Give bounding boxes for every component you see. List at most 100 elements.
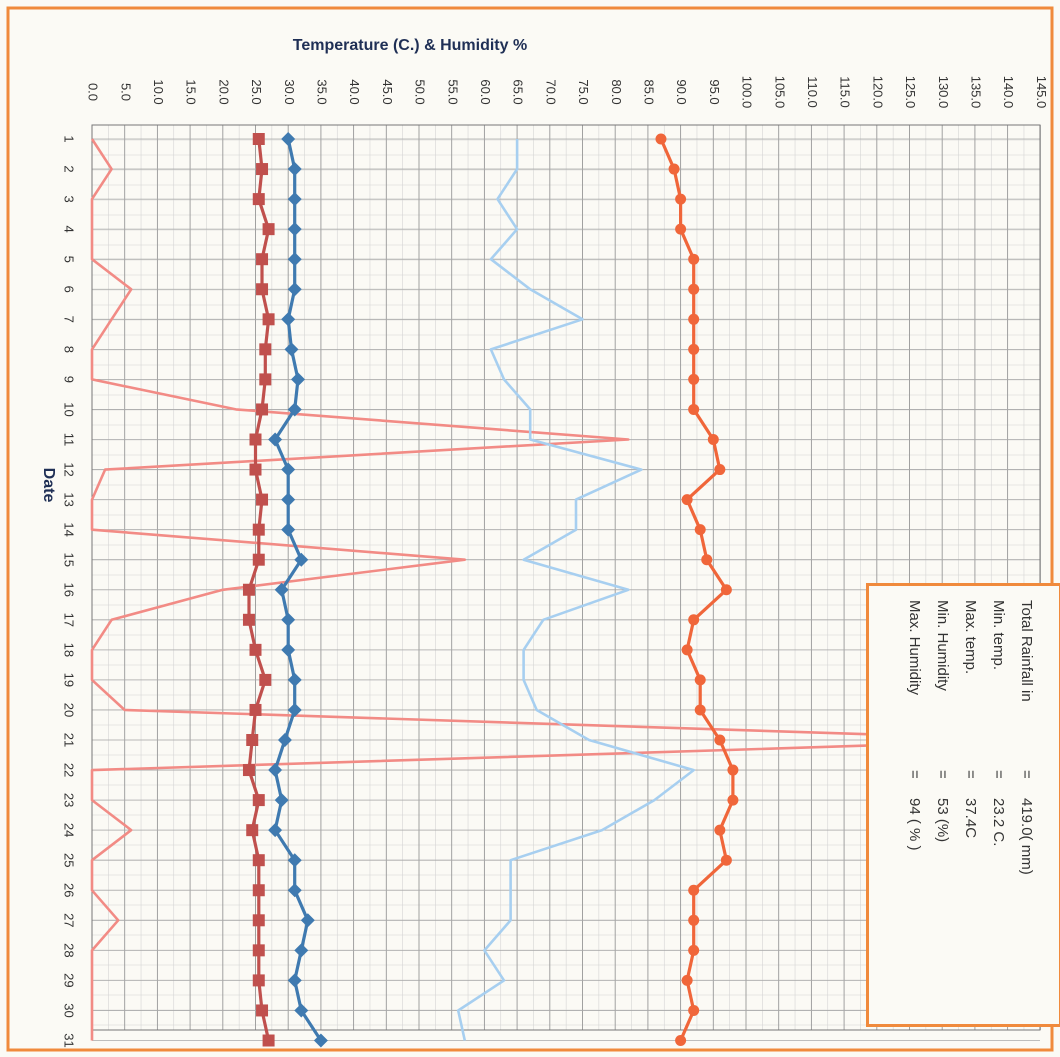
data-point — [701, 554, 713, 566]
data-point — [252, 854, 265, 867]
data-point — [268, 432, 283, 447]
series-layer — [90, 132, 1045, 1048]
data-point — [688, 1004, 700, 1016]
data-point — [294, 1003, 309, 1018]
y-tick-label: 100.0 — [740, 76, 755, 109]
x-tick-label: 16 — [62, 583, 77, 597]
y-tick-label: 85.0 — [641, 79, 656, 104]
data-point — [252, 133, 265, 145]
data-point — [287, 222, 302, 237]
y-tick-label: 55.0 — [445, 79, 460, 104]
y-tick-label: 145.0 — [1034, 76, 1049, 109]
data-point — [262, 223, 275, 236]
y-tick-label: 110.0 — [805, 76, 820, 108]
y-tick-label: 10.0 — [151, 79, 166, 104]
data-point — [720, 854, 732, 866]
data-point — [242, 583, 255, 596]
x-tick-label: 8 — [62, 346, 77, 353]
x-tick-label: 20 — [62, 703, 77, 717]
x-tick-label: 4 — [62, 226, 77, 233]
data-point — [281, 462, 296, 477]
data-point — [287, 162, 302, 177]
y-tick-label: 135.0 — [968, 76, 983, 109]
data-point — [242, 613, 255, 626]
stat-label: Total Rainfall in — [1018, 600, 1036, 702]
series-humidity — [456, 139, 696, 1041]
y-tick-label: 20.0 — [216, 79, 231, 104]
series-line — [456, 139, 696, 1041]
y-tick-label: 45.0 — [380, 79, 395, 104]
stat-row-max-humidity: Max. Humidity = 94 ( % ) — [901, 600, 929, 1010]
data-point — [249, 703, 262, 716]
data-point — [688, 614, 700, 626]
x-tick-label: 13 — [62, 492, 77, 506]
data-point — [688, 373, 700, 385]
outer-border — [6, 6, 1054, 1052]
y-tick-label: 50.0 — [413, 79, 428, 104]
x-tick-label: 5 — [62, 256, 77, 263]
data-point — [252, 944, 265, 957]
x-tick-label: 30 — [62, 1003, 77, 1017]
data-point — [714, 464, 726, 476]
stat-value: 419.0( mm) — [1018, 798, 1036, 875]
x-tick-label: 31 — [62, 1033, 77, 1047]
stats-box: Total Rainfall in = 419.0( mm) Min. temp… — [866, 583, 1060, 1027]
data-point — [262, 313, 275, 326]
y-tick-label: 125.0 — [903, 76, 918, 109]
x-tick-label: 18 — [62, 643, 77, 657]
stats-panel: Total Rainfall in = 419.0( mm) Min. temp… — [866, 583, 1060, 1027]
frame-layer — [6, 6, 1054, 1052]
x-tick-label: 15 — [62, 552, 77, 566]
y-axis-title: Temperature (C.) & Humidity % — [293, 37, 527, 54]
data-point — [688, 253, 700, 265]
data-point — [252, 914, 265, 927]
x-tick-label: 11 — [62, 433, 77, 447]
x-tick-label: 3 — [62, 195, 77, 202]
data-point — [287, 973, 302, 988]
y-tick-label: 130.0 — [936, 76, 951, 109]
data-point — [681, 494, 693, 506]
data-point — [256, 1004, 269, 1017]
stat-equals: = — [990, 770, 1008, 779]
x-tick-label: 17 — [62, 613, 77, 627]
y-tick-label: 140.0 — [1001, 76, 1016, 109]
data-point — [287, 192, 302, 207]
data-point — [262, 1034, 275, 1047]
data-point — [268, 823, 283, 838]
data-point — [281, 612, 296, 627]
stat-equals: = — [962, 770, 980, 779]
y-tick-label: 95.0 — [707, 79, 722, 104]
y-tick-label: 25.0 — [249, 79, 264, 104]
stat-row-min-temp: Min. temp. = 23.2 C. — [985, 600, 1013, 1010]
series-min-temp — [242, 133, 275, 1047]
data-point — [252, 193, 265, 206]
x-tick-label: 6 — [62, 286, 77, 293]
data-point — [694, 674, 706, 686]
stat-row-max-temp: Max. temp. = 37.4C — [957, 600, 985, 1010]
x-tick-label: 21 — [62, 733, 77, 747]
y-tick-label: 5.0 — [118, 83, 133, 101]
data-point — [287, 402, 302, 417]
stat-value: 37.4C — [962, 798, 980, 839]
data-point — [268, 763, 283, 778]
data-point — [681, 974, 693, 986]
data-point — [242, 764, 255, 777]
series-line — [90, 138, 1045, 1041]
data-point — [720, 584, 732, 596]
y-tick-label: 115.0 — [838, 76, 853, 108]
x-tick-label: 22 — [62, 763, 77, 777]
x-tick-label: 26 — [62, 883, 77, 897]
y-tick-label: 120.0 — [870, 76, 885, 109]
data-point — [694, 704, 706, 716]
x-tick-label: 9 — [62, 376, 77, 383]
data-point — [655, 133, 667, 145]
x-tick-label: 19 — [62, 673, 77, 687]
data-point — [252, 553, 265, 566]
data-point — [259, 373, 272, 386]
data-point — [252, 794, 265, 807]
data-point — [246, 824, 259, 837]
data-point — [274, 582, 289, 597]
data-point — [287, 282, 302, 297]
data-point — [675, 223, 687, 235]
y-tick-label: 35.0 — [314, 79, 329, 104]
